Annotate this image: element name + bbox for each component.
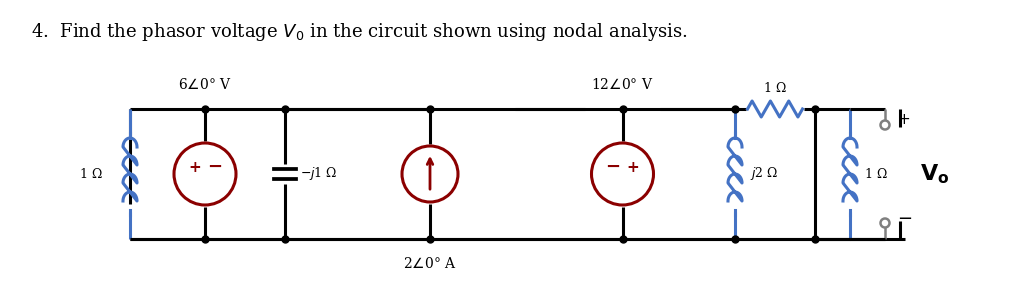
Circle shape [881, 218, 890, 228]
Text: 6$\angle$0° V: 6$\angle$0° V [178, 77, 231, 92]
Text: 1 Ω: 1 Ω [764, 82, 786, 95]
Text: $-j$1 Ω: $-j$1 Ω [300, 166, 338, 183]
Text: 2$\angle$0° A: 2$\angle$0° A [403, 256, 457, 271]
Text: +: + [188, 160, 202, 175]
Text: $j$2 Ω: $j$2 Ω [750, 166, 778, 183]
Circle shape [881, 121, 890, 129]
Text: 1 Ω: 1 Ω [865, 168, 888, 181]
Text: +: + [897, 111, 909, 126]
Text: −: − [605, 158, 621, 176]
Text: 4.  Find the phasor voltage $V_0$ in the circuit shown using nodal analysis.: 4. Find the phasor voltage $V_0$ in the … [31, 21, 687, 43]
Text: 12$\angle$0° V: 12$\angle$0° V [591, 77, 653, 92]
Text: −: − [208, 158, 222, 176]
Text: −: − [897, 210, 912, 228]
Text: 1 Ω: 1 Ω [80, 168, 102, 181]
Text: +: + [626, 160, 639, 175]
Text: $\mathbf{V_o}$: $\mathbf{V_o}$ [920, 162, 949, 186]
